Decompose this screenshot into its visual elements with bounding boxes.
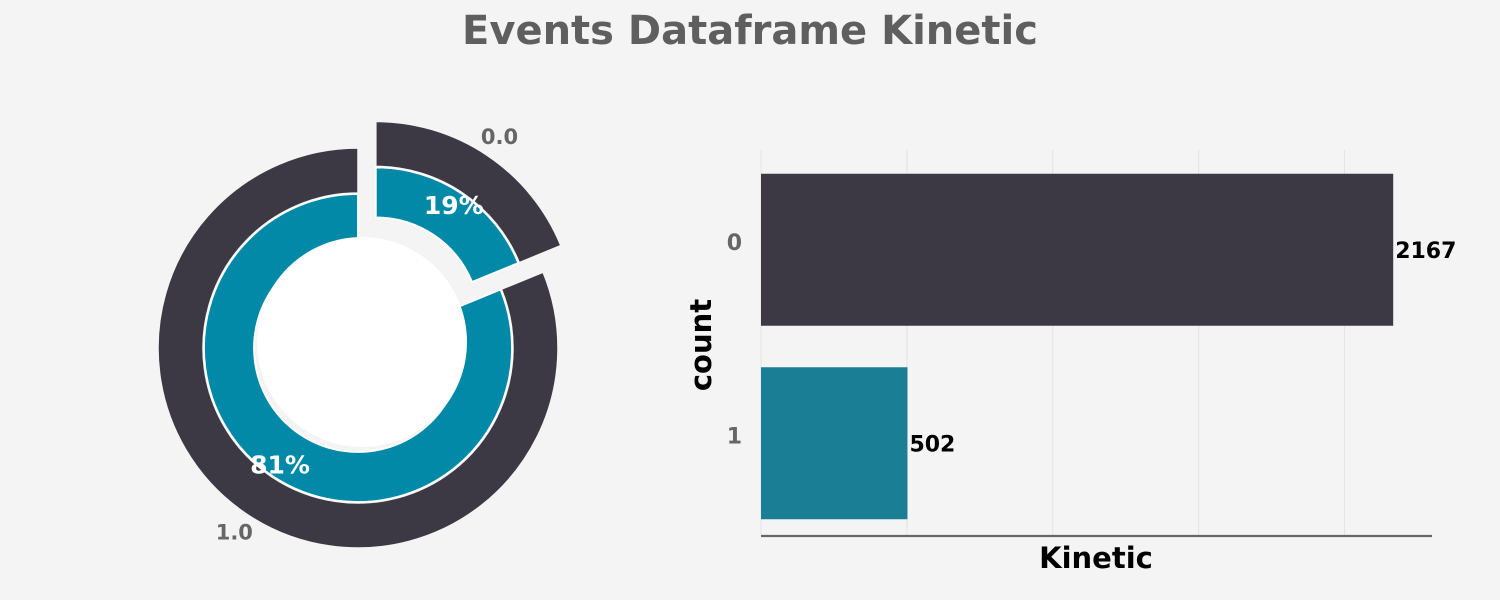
pie-category-label: 1.0	[216, 520, 253, 544]
bar-value-label: 502	[909, 432, 955, 457]
inner-ring-slice	[374, 166, 520, 284]
donut-hole	[257, 237, 467, 447]
pie-percent-label: 81%	[250, 450, 310, 479]
bar-1	[761, 367, 908, 520]
x-axis-label: Kinetic	[1039, 541, 1153, 575]
y-axis-label: count	[684, 299, 718, 391]
y-tick-label: 0	[727, 231, 742, 256]
donut-slice-1-0	[157, 147, 559, 549]
bar-chart: 2167 0 502 1 Kinetic count	[684, 150, 1456, 575]
donut-chart: 0.0 19% 1.0 81%	[157, 120, 562, 549]
pie-percent-label: 19%	[424, 191, 484, 220]
donut-slice-0-0	[374, 120, 562, 284]
bar-value-label: 2167	[1395, 239, 1456, 264]
bar-0	[761, 173, 1394, 326]
outer-ring-slice	[157, 147, 559, 549]
pie-category-label: 0.0	[481, 125, 518, 149]
y-tick-label: 1	[727, 424, 742, 449]
chart-title: Events Dataframe Kinetic	[462, 8, 1038, 54]
inner-ring-slice	[203, 193, 513, 503]
bar-marks: 2167 0 502 1	[727, 173, 1456, 520]
